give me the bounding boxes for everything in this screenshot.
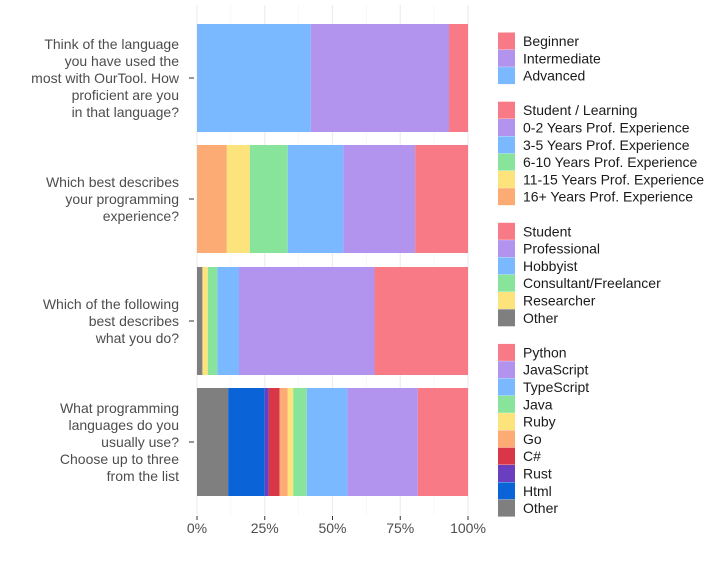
bar-segment-3-5-years-prof-experience xyxy=(287,145,344,253)
legend-key xyxy=(498,136,515,154)
legend-key xyxy=(498,361,515,379)
bar-segment-hobbyist xyxy=(217,267,240,375)
legend-label: Hobbyist xyxy=(523,258,578,274)
bar-segment-11-15-years-prof-experience xyxy=(226,145,250,253)
bar-segment-javascript xyxy=(347,388,418,496)
question-label: What programming languages do you usually … xyxy=(60,400,179,484)
bar-segment-go xyxy=(279,388,288,496)
bar-segment-python xyxy=(417,388,468,496)
legend-label: Researcher xyxy=(523,293,596,309)
bar-segment-student xyxy=(374,267,468,375)
question-labels: Think of the language you have used the mo… xyxy=(31,36,194,484)
bars xyxy=(197,24,468,496)
legend-key xyxy=(498,430,515,448)
bar-segment-typescript xyxy=(306,388,348,496)
legend-label: Html xyxy=(523,483,552,499)
bar-segment-0-2-years-prof-experience xyxy=(343,145,416,253)
legend-label: Advanced xyxy=(523,68,585,84)
legend-label: Professional xyxy=(523,241,600,257)
legend-label: Rust xyxy=(523,466,552,482)
legend-key xyxy=(498,309,515,327)
bar-segment-16-years-prof-experience xyxy=(197,145,227,253)
legend-label: 6-10 Years Prof. Experience xyxy=(523,154,698,170)
bar-segment-6-10-years-prof-experience xyxy=(249,145,288,253)
legend-key xyxy=(498,413,515,431)
legend-key xyxy=(498,499,515,517)
legend-key xyxy=(498,378,515,396)
legend-key xyxy=(498,101,515,119)
legend-key xyxy=(498,49,515,67)
legend-key xyxy=(498,274,515,292)
bar-segment-student-learning xyxy=(415,145,468,253)
bar-segment-professional xyxy=(239,267,375,375)
bar-segment-advanced xyxy=(197,24,311,132)
legend-key xyxy=(498,170,515,188)
legend-label: 0-2 Years Prof. Experience xyxy=(523,120,690,136)
legend-key xyxy=(498,447,515,465)
bar-segment-beginner xyxy=(449,24,468,132)
legend-key xyxy=(498,240,515,258)
legend-label: TypeScript xyxy=(523,379,589,395)
legend-label: Intermediate xyxy=(523,50,601,66)
question-label: Which best describes your programming expe… xyxy=(46,174,179,224)
bar-segment-other xyxy=(197,388,229,496)
legend-label: Student xyxy=(523,223,571,239)
legend-label: Other xyxy=(523,500,558,516)
legend-label: 16+ Years Prof. Experience xyxy=(523,189,693,205)
bar-segment-c- xyxy=(268,388,280,496)
legend-label: 3-5 Years Prof. Experience xyxy=(523,137,690,153)
legend-key xyxy=(498,257,515,275)
legend-label: Student / Learning xyxy=(523,102,637,118)
bar-segment-other xyxy=(197,267,203,375)
legend-label: Beginner xyxy=(523,33,579,49)
x-tick-label: 0% xyxy=(187,520,207,536)
question-label: Which of the following best describes what… xyxy=(43,296,179,346)
x-tick-label: 75% xyxy=(386,520,414,536)
legend-key xyxy=(498,343,515,361)
legend-key xyxy=(498,188,515,206)
bar-segment-consultant-freelancer xyxy=(207,267,218,375)
legend-label: C# xyxy=(523,448,541,464)
bar-segment-java xyxy=(293,388,307,496)
legend-label: Java xyxy=(523,396,553,412)
legend-label: Ruby xyxy=(523,414,556,430)
bar-segment-rust xyxy=(264,388,269,496)
legend-key xyxy=(498,119,515,136)
legend-key xyxy=(498,482,515,500)
legend-label: 11-15 Years Prof. Experience xyxy=(523,171,704,187)
bar-segment-ruby xyxy=(287,388,294,496)
legend-key xyxy=(498,222,515,240)
legend-label: Consultant/Freelancer xyxy=(523,275,661,291)
bar-segment-intermediate xyxy=(310,24,450,132)
x-tick-label: 100% xyxy=(450,520,486,536)
legend-label: Python xyxy=(523,344,567,360)
question-label: Think of the language you have used the mo… xyxy=(31,36,180,120)
legend-label: JavaScript xyxy=(523,362,588,378)
legend-key xyxy=(498,32,515,50)
legend-key xyxy=(498,395,515,413)
bar-segment-html xyxy=(228,388,265,496)
legend-key xyxy=(498,67,515,85)
x-axis: 0% 25% 50% 75% 100% xyxy=(187,516,486,536)
legend-label: Go xyxy=(523,431,542,447)
bar-segment-researcher xyxy=(202,267,208,375)
legend-key xyxy=(498,153,515,171)
legend-label: Other xyxy=(523,310,558,326)
legend-key xyxy=(498,465,515,482)
x-tick-label: 50% xyxy=(318,520,346,536)
x-tick-label: 25% xyxy=(251,520,279,536)
legend-key xyxy=(498,292,515,309)
